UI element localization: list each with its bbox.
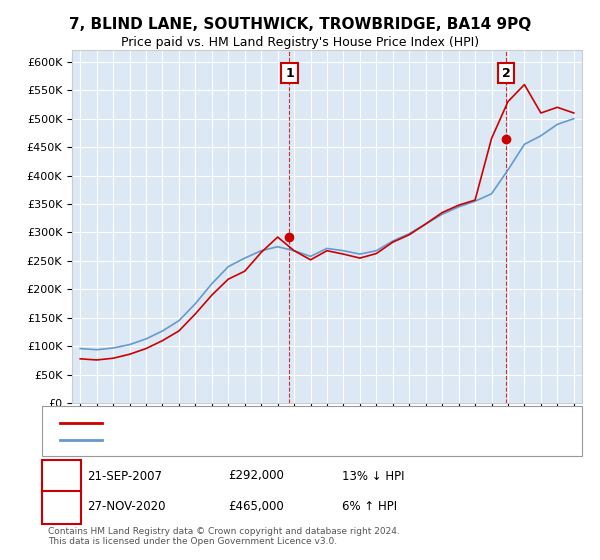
Text: 1: 1 bbox=[285, 67, 294, 80]
Text: 21-SEP-2007: 21-SEP-2007 bbox=[87, 469, 162, 483]
Text: 7, BLIND LANE, SOUTHWICK, TROWBRIDGE, BA14 9PQ (detached house): 7, BLIND LANE, SOUTHWICK, TROWBRIDGE, BA… bbox=[108, 418, 485, 428]
Text: HPI: Average price, detached house, Wiltshire: HPI: Average price, detached house, Wilt… bbox=[108, 435, 347, 445]
Text: 1: 1 bbox=[58, 469, 66, 483]
Text: Contains HM Land Registry data © Crown copyright and database right 2024.
This d: Contains HM Land Registry data © Crown c… bbox=[48, 526, 400, 546]
Text: 6% ↑ HPI: 6% ↑ HPI bbox=[342, 500, 397, 514]
Text: 2: 2 bbox=[58, 500, 66, 514]
Text: 13% ↓ HPI: 13% ↓ HPI bbox=[342, 469, 404, 483]
Text: £465,000: £465,000 bbox=[228, 500, 284, 514]
Text: 27-NOV-2020: 27-NOV-2020 bbox=[87, 500, 166, 514]
Text: £292,000: £292,000 bbox=[228, 469, 284, 483]
Text: 7, BLIND LANE, SOUTHWICK, TROWBRIDGE, BA14 9PQ: 7, BLIND LANE, SOUTHWICK, TROWBRIDGE, BA… bbox=[69, 17, 531, 32]
Text: 2: 2 bbox=[502, 67, 511, 80]
Text: Price paid vs. HM Land Registry's House Price Index (HPI): Price paid vs. HM Land Registry's House … bbox=[121, 36, 479, 49]
